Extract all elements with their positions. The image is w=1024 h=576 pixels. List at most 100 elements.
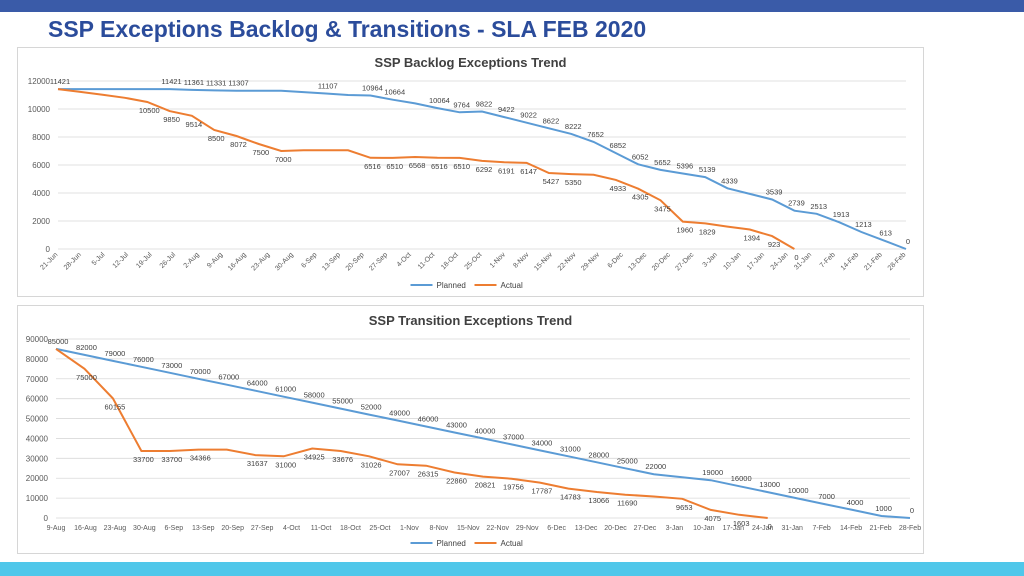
data-label: 3475 [654, 204, 671, 213]
x-tick-label: 15-Nov [533, 251, 554, 272]
data-label: 6568 [409, 161, 426, 170]
data-label: 4075 [704, 514, 721, 523]
transition-chart-panel: SSP Transition Exceptions Trend 0 10000 200… [17, 305, 924, 554]
data-label: 11107 [318, 82, 338, 91]
data-label: 613 [879, 228, 892, 237]
data-label: 7500 [252, 148, 269, 157]
y-tick-label: 8000 [32, 133, 50, 142]
data-label: 1603 [733, 519, 750, 528]
x-tick-label: 21-Feb [863, 251, 884, 272]
data-label: 19000 [702, 468, 723, 477]
x-tick-label: 20-Dec [651, 251, 672, 272]
series-line-actual [57, 88, 795, 250]
data-label: 4933 [610, 184, 627, 193]
x-tick-label: 1-Nov [489, 251, 508, 270]
x-tick-label: 4-Oct [396, 251, 413, 268]
x-tick-label: 10-Jan [693, 525, 715, 532]
x-tick-label: 17-Jan [723, 525, 745, 532]
data-label: 33700 [161, 455, 182, 464]
data-label: 85000 [48, 337, 69, 346]
data-label: 60155 [105, 402, 126, 411]
x-tick-label: 6-Dec [547, 525, 566, 532]
data-label: 31637 [247, 459, 268, 468]
x-tick-label: 20-Sep [345, 251, 366, 272]
data-label: 22860 [446, 477, 467, 486]
data-label: 6510 [453, 162, 470, 171]
data-label: 34000 [532, 438, 553, 447]
data-label: 10064 [429, 96, 450, 105]
data-label: 923 [768, 240, 781, 249]
y-tick-label: 2000 [32, 217, 50, 226]
x-tick-label: 10-Jan [722, 251, 742, 271]
x-tick-label: 26-Jul [159, 251, 178, 270]
y-tick-label: 30000 [26, 454, 49, 463]
data-label: 6292 [476, 165, 493, 174]
data-label: 11421 [50, 77, 70, 86]
data-label: 5652 [654, 158, 671, 167]
y-tick-label: 80000 [26, 355, 49, 364]
x-tick-label: 7-Feb [813, 525, 831, 532]
data-label: 8622 [543, 116, 560, 125]
y-tick-label: 0 [46, 245, 51, 254]
data-label: 22000 [645, 462, 666, 471]
x-tick-label: 2-Aug [183, 251, 201, 269]
data-label: 1960 [676, 226, 693, 235]
data-label: 9422 [498, 105, 515, 114]
y-tick-label: 60000 [26, 395, 49, 404]
legend-entry: Planned [437, 281, 466, 290]
data-label: 31000 [560, 444, 581, 453]
x-tick-label: 29-Nov [516, 525, 539, 532]
x-tick-label: 22-Nov [486, 525, 509, 532]
data-label: 0 [906, 237, 910, 246]
data-label: 64000 [247, 379, 268, 388]
page-title: SSP Exceptions Backlog & Transitions - S… [48, 16, 647, 42]
data-label: 6191 [498, 166, 515, 175]
y-tick-label: 0 [44, 514, 49, 523]
x-tick-label: 28-Feb [887, 251, 908, 272]
data-label: 1829 [699, 227, 716, 236]
x-tick-label: 16-Aug [74, 525, 97, 532]
y-tick-label: 20000 [26, 474, 49, 483]
data-label: 26315 [418, 470, 439, 479]
y-tick-label: 70000 [26, 375, 49, 384]
x-tick-label: 8-Nov [429, 525, 448, 532]
series-line-planned [58, 88, 907, 250]
x-tick-label: 18-Oct [440, 251, 460, 271]
data-label: 31000 [275, 460, 296, 469]
data-label: 58000 [304, 391, 325, 400]
x-tick-label: 30-Aug [274, 251, 295, 272]
data-label: 73000 [161, 361, 182, 370]
data-label: 43000 [446, 420, 467, 429]
x-tick-label: 30-Aug [133, 525, 156, 532]
data-label: 8072 [230, 140, 247, 149]
data-label: 70000 [190, 367, 211, 376]
x-tick-label: 23-Aug [250, 251, 271, 272]
data-label: 3539 [766, 187, 783, 196]
data-label: 9822 [476, 99, 493, 108]
data-label: 6852 [610, 141, 627, 150]
data-label: 37000 [503, 432, 524, 441]
data-label: 28000 [588, 450, 609, 459]
data-label: 9653 [676, 503, 693, 512]
x-tick-label: 20-Dec [604, 525, 627, 532]
x-tick-label: 11-Oct [417, 251, 436, 270]
data-label: 10664 [384, 88, 405, 97]
x-tick-label: 13-Dec [627, 251, 648, 272]
data-label: 0 [768, 522, 772, 531]
data-label: 2739 [788, 199, 805, 208]
data-label: 11307 [228, 79, 248, 88]
backlog-chart-panel: SSP Backlog Exceptions Trend 0 2000 4000 600… [17, 47, 924, 297]
data-label: 10964 [362, 84, 383, 93]
data-label: 6510 [386, 162, 403, 171]
data-label: 13066 [588, 496, 609, 505]
data-label: 6147 [520, 167, 537, 176]
data-label: 1394 [743, 233, 760, 242]
data-label: 76000 [133, 355, 154, 364]
x-tick-label: 6-Dec [607, 251, 626, 270]
y-tick-label: 10000 [28, 105, 51, 114]
data-label: 4305 [632, 193, 649, 202]
data-label: 11331 [206, 78, 226, 87]
data-label: 6516 [431, 162, 448, 171]
y-tick-label: 40000 [26, 434, 49, 443]
chart-title: SSP Backlog Exceptions Trend [375, 55, 567, 70]
